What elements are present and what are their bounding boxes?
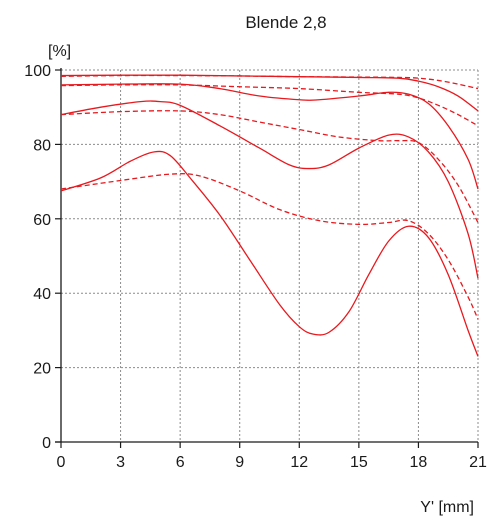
mtf-curve-1-solid [60, 74, 479, 112]
mtf-curve-7-solid [60, 150, 479, 357]
x-tick-label-6: 6 [176, 454, 185, 471]
y-tick-label-80: 80 [33, 137, 51, 154]
mtf-curve-2-dashed [60, 74, 479, 90]
y-tick-label-0: 0 [42, 435, 51, 452]
mtf-curve-3-solid [60, 83, 479, 190]
y-tick-label-60: 60 [33, 212, 51, 229]
mtf-curve-8-dashed [60, 173, 479, 320]
grid [61, 69, 479, 442]
mtf-curve-4-dashed [60, 84, 479, 127]
x-tick-label-12: 12 [290, 454, 308, 471]
y-tick-label-100: 100 [24, 63, 51, 80]
x-tick-label-21: 21 [469, 454, 487, 471]
y-tick-label-40: 40 [33, 286, 51, 303]
x-tick-label-3: 3 [116, 454, 125, 471]
axes [55, 68, 479, 448]
mtf-curve-5-solid [60, 100, 479, 279]
x-axis-label: Y' [mm] [420, 499, 474, 516]
x-tick-label-0: 0 [57, 454, 66, 471]
mtf-curve-6-dashed [60, 110, 479, 223]
x-tick-label-18: 18 [410, 454, 428, 471]
y-axis-label: [%] [48, 43, 71, 60]
series-lines [60, 74, 479, 357]
tick-labels: 0 20 40 60 80 100 0 3 6 9 12 15 18 21 [24, 63, 487, 471]
x-tick-label-15: 15 [350, 454, 368, 471]
y-tick-label-20: 20 [33, 361, 51, 378]
chart-title: Blende 2,8 [245, 13, 326, 32]
x-tick-label-9: 9 [235, 454, 244, 471]
